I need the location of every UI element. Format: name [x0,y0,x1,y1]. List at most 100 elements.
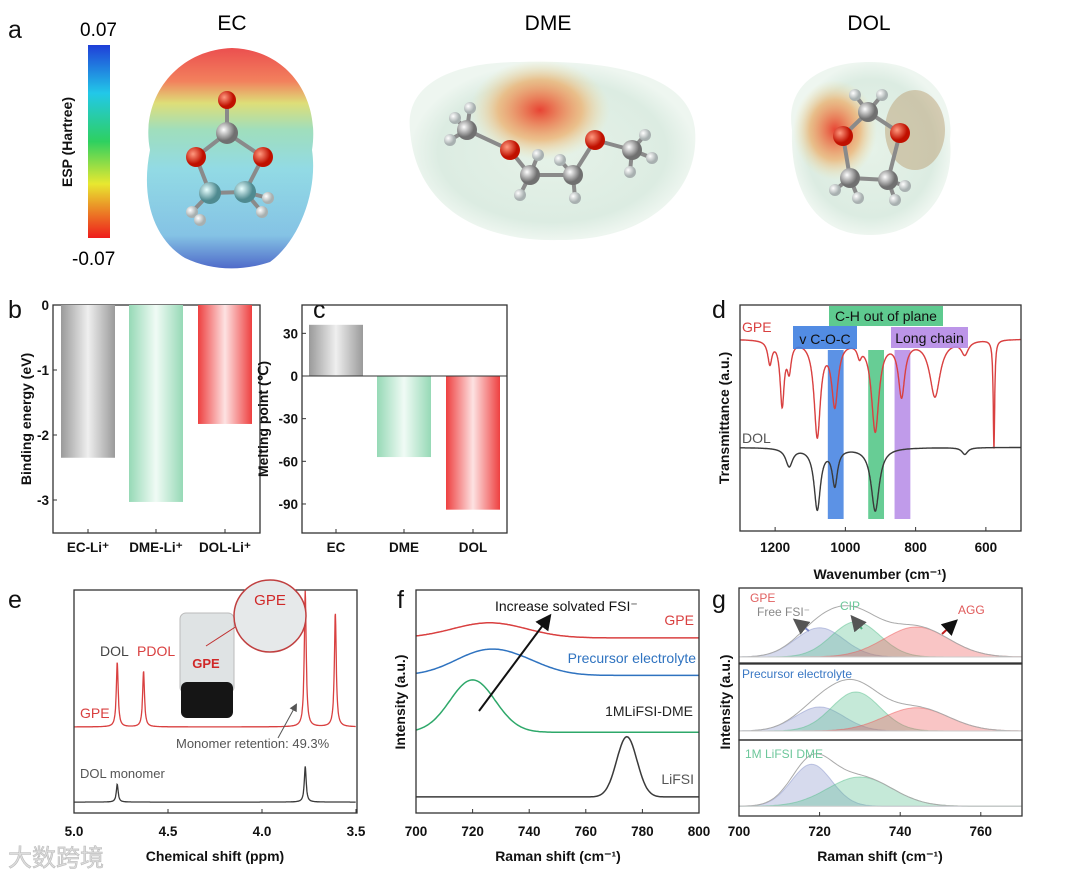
y-tick-label: 30 [283,326,298,341]
hydrogen-atom [889,194,901,206]
x-tick-label: EC-Li⁺ [67,540,109,555]
bar-c-0 [309,324,363,376]
y-tick-label: -30 [278,412,298,427]
panel-label-g: g [712,586,726,614]
x-axis-label: Wavenumber (cm⁻¹) [814,566,947,582]
y-tick-label: -90 [278,497,298,512]
component-label-free-fsi: Free FSI⁻ [757,605,810,619]
raman-spectrum-1 [415,648,699,677]
agg-arrow [940,619,958,637]
hydrogen-atom [444,134,456,146]
carbon-atom [840,168,860,188]
band-label-box [829,306,943,326]
x-tick-label: 4.5 [159,824,178,839]
component-label-cip: CIP [840,599,860,613]
nmr-spectrum-1 [74,766,356,803]
panel-label-f: f [397,586,404,614]
series-label-gpe: GPE [742,319,772,335]
carbon-atom [878,170,898,190]
fit-envelope [739,605,1022,658]
dol-neutral-region [885,90,945,170]
x-tick-label: 740 [889,824,912,839]
y-axis-label: Intensity (a.u.) [392,655,408,750]
x-tick-label: 600 [975,540,998,555]
y-axis-label: Transmittance (a.u.) [716,352,732,484]
y-tick-label: 0 [41,298,49,313]
zoomed-gel-inset [233,579,307,653]
x-tick-label: EC [327,540,346,555]
x-tick-label: DME [389,540,419,555]
band-label: C-H out of plane [835,308,937,324]
free-fsi-arrow [792,618,811,635]
oxygen-atom [585,130,605,150]
y-tick-label: -60 [278,454,298,469]
carbon-atom [563,165,583,185]
band-0 [827,350,844,519]
chart-g-subpanel-2 [738,739,1023,817]
bar-b-0 [61,305,115,458]
y-axis-label: Binding energy (eV) [18,353,34,485]
raman-spectrum-2 [415,679,699,734]
esp-colorbar [88,45,110,238]
x-axis-label: Chemical shift (ppm) [146,848,284,864]
hydrogen-atom [899,180,911,192]
zoom-pointer [205,623,241,647]
series-label: Precursor electrolyte [568,650,697,666]
x-tick-label: 5.0 [65,824,84,839]
hydrogen-atom [449,112,461,124]
hydrogen-atom [532,149,544,161]
molecule-title-ec: EC [217,12,246,35]
x-tick-label: 4.0 [253,824,272,839]
x-tick-label: 3.5 [347,824,366,839]
hydrogen-atom [514,189,526,201]
chart-d-axes [739,304,1022,532]
hydrogen-atom [554,154,566,166]
cip-arrow [850,614,867,633]
x-tick-label: DME-Li⁺ [129,540,183,555]
peak-label-dol: DOL [100,643,129,659]
hydrogen-atom [256,206,268,218]
fit-envelope [739,678,1022,732]
oxygen-atom [833,126,853,146]
y-tick-label: -3 [37,493,49,508]
band-2 [894,350,911,519]
x-tick-label: DOL-Li⁺ [199,540,251,555]
panel-label-c: c [313,296,326,324]
x-tick-label: 1000 [830,540,860,555]
x-tick-label: 740 [518,824,541,839]
hydrogen-atom [849,89,861,101]
series-label-dol: DOL [742,430,771,446]
watermark-logo: 大数跨境 [8,845,104,869]
series-label-gpe: GPE [80,705,110,721]
oxygen-atom [500,140,520,160]
hydrogen-atom [194,214,206,226]
monomer-retention-label: Monomer retention: 49.3% [176,736,330,751]
carbon-atom [858,102,878,122]
chart-e-axes [73,589,358,814]
x-tick-label: 780 [631,824,654,839]
carbon-atom [199,182,221,204]
subpanel-label-gpe: GPE [750,591,775,605]
bar-c-1 [377,376,431,458]
x-tick-label: 1200 [760,540,790,555]
y-tick-label: -1 [37,363,49,378]
series-label: LiFSI [661,771,694,787]
retention-arrow [277,703,297,739]
peak-label-pdol: PDOL [137,643,175,659]
y-axis-label: Intensity (a.u.) [717,655,733,750]
carbon-atom [520,165,540,185]
dme-negative-region [470,60,610,160]
panel-label-b: b [8,296,22,324]
series-label: GPE [664,612,694,628]
molecule-title-dol: DOL [847,12,890,35]
trend-arrow [478,613,552,712]
panel-label-a: a [8,16,22,44]
band-label: Long chain [895,330,964,346]
inset-zoom-label: GPE [254,592,286,609]
band-label-box [891,327,968,348]
gpe-vial-photo [179,612,235,694]
bar-c-2 [446,376,500,510]
chart-f-axes [415,589,700,814]
component-label-agg: AGG [958,603,985,617]
